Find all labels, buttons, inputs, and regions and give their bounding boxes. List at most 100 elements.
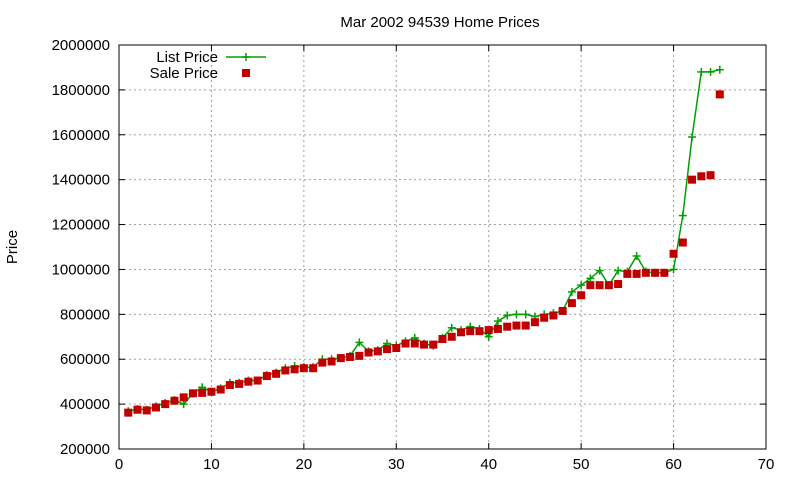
sale-price-point [225, 381, 234, 390]
x-tick-label: 10 [203, 456, 220, 473]
sale-price-point [669, 249, 678, 258]
sale-price-point [558, 306, 567, 315]
sale-price-point [493, 324, 502, 333]
sale-price-point [503, 322, 512, 331]
sale-price-point [549, 311, 558, 320]
sale-price-point [253, 376, 262, 385]
sale-price-point [577, 291, 586, 300]
sale-price-point [299, 364, 308, 373]
list-price-point [521, 310, 530, 319]
sale-price-point [651, 268, 660, 277]
sale-price-point [124, 408, 133, 417]
sale-price-point [623, 269, 632, 278]
sale-price-point [475, 327, 484, 336]
sale-price-point [410, 339, 419, 348]
sale-price-point [383, 345, 392, 354]
sale-price-point [456, 328, 465, 337]
sale-price-point [438, 335, 447, 344]
list-price-point [595, 266, 604, 275]
sale-price-point [161, 400, 170, 409]
sale-price-point [198, 388, 207, 397]
list-price-line [128, 68, 720, 413]
list-price-point [706, 67, 715, 76]
sale-price-point [392, 344, 401, 352]
y-tick-label: 600000 [60, 351, 110, 368]
sale-price-point [521, 321, 530, 330]
y-tick-label: 2000000 [52, 37, 110, 54]
x-tick-label: 0 [115, 456, 123, 473]
list-price-point [586, 274, 595, 283]
y-tick-label: 1000000 [52, 261, 110, 278]
sale-price-point [290, 365, 299, 374]
sale-price-point [512, 321, 521, 330]
sale-price-point [373, 347, 382, 356]
sale-price-series [124, 90, 724, 417]
list-price-point [577, 281, 586, 290]
sale-price-point [151, 403, 160, 412]
list-price-point [678, 211, 687, 220]
sale-price-point [688, 175, 697, 184]
sale-price-point [327, 357, 336, 366]
sale-price-point [355, 351, 364, 360]
legend-label: Sale Price [150, 65, 218, 82]
sale-price-point [309, 364, 318, 373]
sale-price-point [466, 327, 475, 336]
list-price-point [493, 317, 502, 326]
sale-price-point [614, 280, 623, 289]
x-tick-label: 60 [665, 456, 682, 473]
list-price-point [503, 311, 512, 320]
sale-price-point [216, 385, 225, 394]
sale-price-point [706, 171, 715, 180]
sale-price-point [262, 372, 271, 381]
sale-price-point [142, 406, 151, 415]
y-tick-label: 200000 [60, 441, 110, 458]
legend-marker [242, 69, 250, 77]
y-tick-label: 800000 [60, 306, 110, 323]
sale-price-point [715, 90, 724, 99]
sale-price-point [170, 396, 179, 405]
sale-price-point [586, 281, 595, 290]
y-tick-label: 1200000 [52, 217, 110, 234]
sale-price-point [272, 369, 281, 378]
sale-price-point [641, 268, 650, 277]
sale-price-point [429, 340, 438, 349]
list-price-point [179, 400, 188, 409]
sale-price-point [207, 387, 216, 396]
sale-price-point [235, 379, 244, 388]
sale-price-point [318, 358, 327, 367]
x-tick-label: 50 [573, 456, 590, 473]
list-price-series [124, 65, 724, 416]
legend-marker [242, 53, 250, 61]
list-price-point [355, 338, 364, 347]
sale-price-point [595, 281, 604, 290]
list-price-point [697, 67, 706, 76]
y-tick-label: 1800000 [52, 82, 110, 99]
sale-price-point [401, 339, 410, 348]
y-tick-label: 1600000 [52, 127, 110, 144]
series-layer [124, 65, 724, 417]
x-tick-label: 20 [296, 456, 313, 473]
sale-price-point [420, 340, 429, 349]
x-tick-label: 30 [388, 456, 405, 473]
sale-price-point [604, 281, 613, 290]
sale-price-point [179, 393, 188, 402]
chart-title: Mar 2002 94539 Home Prices [340, 14, 539, 31]
sale-price-point [660, 268, 669, 277]
list-price-point [614, 266, 623, 275]
sale-price-point [484, 326, 493, 335]
sale-price-point [632, 269, 641, 278]
sale-price-point [188, 389, 197, 398]
legend-label: List Price [156, 49, 218, 66]
sale-price-point [133, 405, 142, 414]
list-price-point [447, 323, 456, 332]
sale-price-point [530, 318, 539, 327]
sale-price-point [678, 238, 687, 247]
sale-price-point [244, 377, 253, 386]
list-price-point [484, 332, 493, 341]
sale-price-point [364, 348, 373, 357]
list-price-point [715, 65, 724, 74]
sale-price-point [567, 299, 576, 308]
grid-lines [119, 45, 766, 449]
